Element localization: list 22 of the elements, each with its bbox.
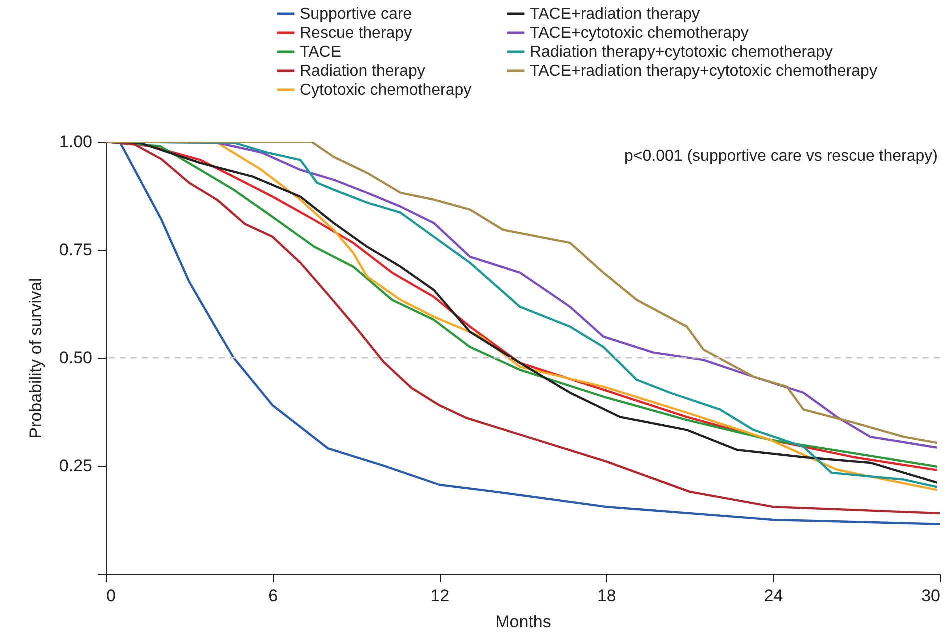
x-tick-label: 0 [106,586,116,606]
x-tick-label: 6 [268,586,278,606]
x-tick-label: 30 [922,586,940,606]
legend-label: Radiation therapy [300,63,426,80]
annotation: p<0.001 (supportive care vs rescue therapy) [624,148,938,165]
legend-label: TACE [300,44,342,61]
y-tick-label: 0.75 [59,240,92,260]
legend-label: TACE+radiation therapy [530,6,700,23]
y-axis-title: Probability of survival [26,278,46,439]
legend-label: Supportive care [300,6,412,23]
x-tick-label: 24 [764,586,784,606]
legend-label: TACE+radiation therapy+cytotoxic chemotherapy [530,63,878,80]
x-axis-title: Months [496,612,552,632]
y-tick-label: 0.50 [59,348,92,368]
x-tick-label: 12 [430,586,450,606]
legend-label: Rescue therapy [300,25,412,42]
y-tick-label: 0.25 [59,456,92,476]
legend-label: Cytotoxic chemotherapy [300,82,472,99]
x-tick-label: 18 [597,586,616,606]
legend-label: TACE+cytotoxic chemotherapy [530,25,749,42]
legend-label: Radiation therapy+cytotoxic chemotherapy [530,44,833,61]
y-tick-label: 1.00 [59,132,92,152]
